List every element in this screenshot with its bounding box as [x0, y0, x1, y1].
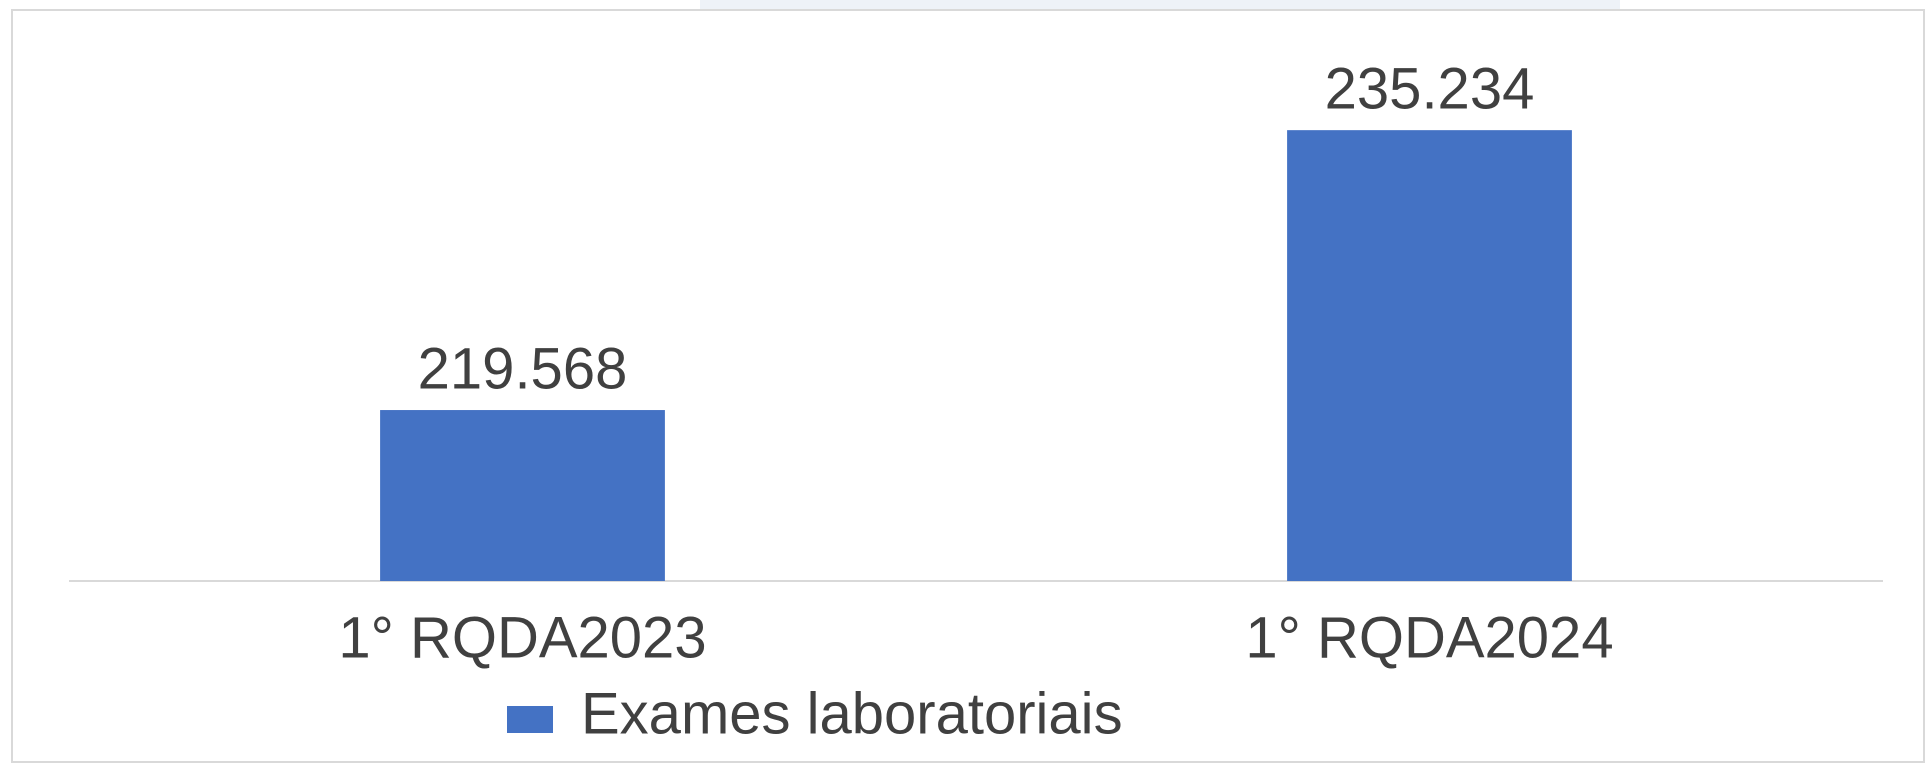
x-tick-label: 1° RQDA2023	[338, 605, 706, 670]
legend-label: Exames laboratoriais	[581, 681, 1123, 746]
data-label: 235.234	[1325, 56, 1535, 121]
bar	[380, 410, 665, 581]
data-label: 219.568	[418, 336, 628, 401]
bar	[1287, 130, 1572, 581]
top-strip	[700, 0, 1620, 10]
x-tick-label: 1° RQDA2024	[1245, 605, 1613, 670]
legend-swatch	[507, 706, 553, 733]
chart-frame	[11, 9, 1925, 763]
